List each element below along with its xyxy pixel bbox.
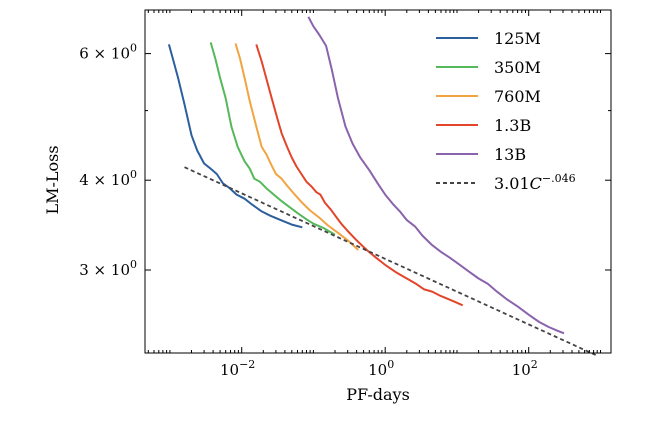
series-line-760m <box>234 43 359 251</box>
series-line-1-3b <box>255 44 464 307</box>
legend-fit-var: C <box>530 174 542 193</box>
legend-label-760m: 760M <box>494 87 541 106</box>
x-tick-label: 100 <box>368 358 394 379</box>
x-tick-label: 102 <box>512 358 538 379</box>
y-axis-ticks: 3 × 100 4 × 100 6 × 100 <box>79 42 611 279</box>
legend-label-125m: 125M <box>494 29 541 48</box>
y-axis-label: LM-Loss <box>43 145 62 214</box>
series-line-350m <box>209 42 336 236</box>
y-tick-label: 4 × 100 <box>79 168 137 189</box>
series-line-13b <box>307 16 565 335</box>
y-tick-label: 6 × 100 <box>79 42 137 63</box>
x-tick-label: 10−2 <box>220 358 255 379</box>
plot-lines <box>167 16 598 357</box>
legend-label-13b: 13B <box>494 145 526 164</box>
x-axis-ticks: 10−2 100 102 <box>147 10 601 379</box>
legend-fit-exp: −.046 <box>542 172 576 185</box>
legend-label-350m: 350M <box>494 58 541 77</box>
series-line-125m <box>167 44 303 229</box>
x-axis-label: PF-days <box>346 385 410 404</box>
legend-label-1-3b: 1.3B <box>494 116 531 135</box>
legend-fit-prefix: 3.01 <box>494 174 530 193</box>
legend: 125M 350M 760M 1.3B 13B 3.01C−.046 <box>436 29 576 193</box>
legend-label-fit: 3.01C−.046 <box>494 172 576 193</box>
fit-line <box>184 166 598 357</box>
y-tick-label: 3 × 100 <box>79 258 137 279</box>
